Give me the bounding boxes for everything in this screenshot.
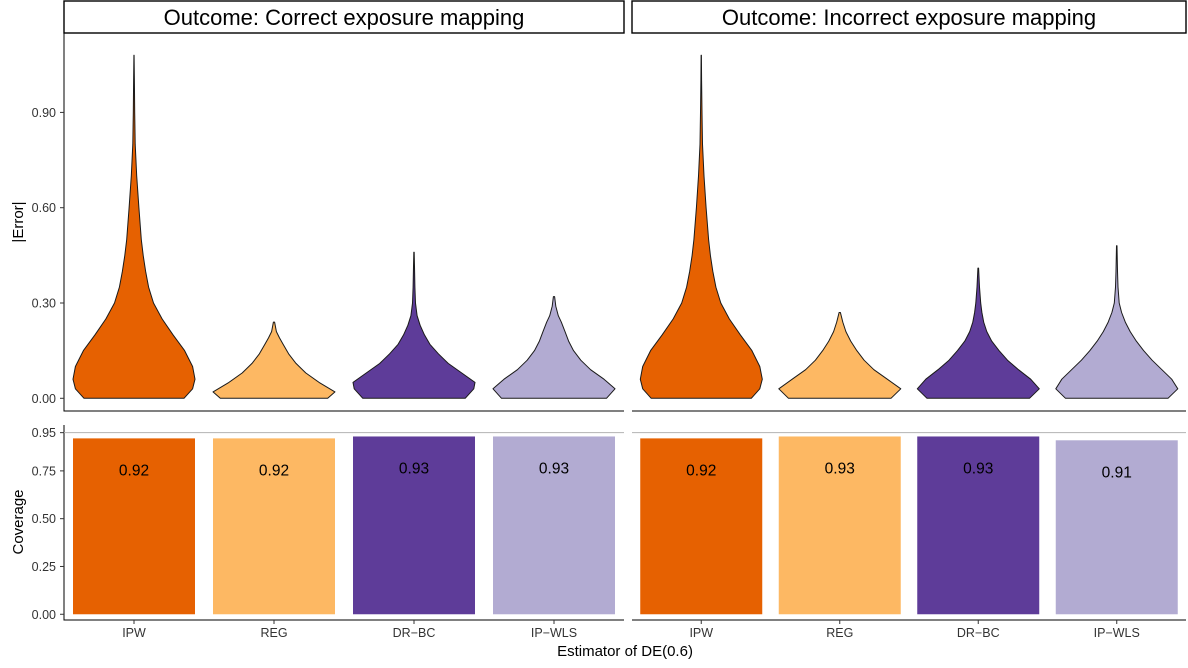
coverage-bar-ipw-panel-1 (73, 438, 195, 615)
violin-y-tick-label: 0.60 (32, 201, 56, 215)
violin-ipwls-panel-1 (492, 296, 616, 399)
violin-y-tick-label: 0.90 (32, 106, 56, 120)
facet-strip-left (63, 0, 625, 34)
x-tick-label: DR−BC (393, 626, 436, 640)
coverage-bars (73, 436, 1178, 615)
coverage-y-tick-label: 0.00 (32, 608, 56, 622)
coverage-bar-ipwls-panel-1 (493, 436, 615, 615)
x-tick-label: IPW (122, 626, 146, 640)
violin-drbc-panel-1 (352, 251, 476, 399)
coverage-bar-label: 0.93 (825, 460, 855, 477)
coverage-bar-label: 0.93 (539, 460, 569, 477)
facet-strip-right (631, 0, 1187, 34)
violin-ipw-panel-2 (639, 54, 763, 399)
coverage-bar-reg-panel-1 (213, 438, 335, 615)
x-tick-label: REG (260, 626, 287, 640)
violin-y-ticks: 0.00 0.30 0.60 0.90 (32, 106, 64, 406)
violin-y-tick-label: 0.30 (32, 297, 56, 311)
coverage-bar-label: 0.92 (686, 462, 716, 479)
x-tick-label: IP−WLS (531, 626, 577, 640)
coverage-y-tick-label: 0.75 (32, 464, 56, 478)
coverage-panel-left-axes (63, 425, 624, 621)
coverage-y-tick-label: 0.25 (32, 560, 56, 574)
panel-frames (63, 33, 1186, 621)
x-axis-title: Estimator of DE(0.6) (557, 643, 693, 660)
coverage-bar-ipwls-panel-2 (1055, 440, 1178, 615)
coverage-bar-label: 0.92 (259, 462, 289, 479)
violin-ipwls-panel-2 (1055, 245, 1179, 399)
coverage-bar-label: 0.93 (399, 460, 429, 477)
coverage-y-axis-title: Coverage (10, 489, 27, 554)
facet-title-right: Outcome: Incorrect exposure mapping (722, 5, 1096, 30)
violin-ipw-panel-1 (72, 54, 196, 399)
coverage-y-tick-label: 0.50 (32, 512, 56, 526)
violin-panel-left-axes (63, 33, 624, 412)
x-tick-label: DR−BC (957, 626, 1000, 640)
violin-y-axis-title: |Error| (10, 201, 27, 242)
facet-title-left: Outcome: Correct exposure mapping (164, 5, 525, 30)
coverage-bar-reg-panel-2 (778, 436, 901, 615)
coverage-bar-label: 0.92 (119, 462, 149, 479)
x-ticks: IPW REG DR−BC IP−WLS IPW REG DR−BC IP−WLS (122, 620, 1140, 640)
x-tick-label: IP−WLS (1094, 626, 1140, 640)
coverage-bar-label: 0.91 (1102, 464, 1132, 481)
violin-reg-panel-1 (212, 321, 336, 399)
coverage-bar-drbc-panel-2 (917, 436, 1040, 615)
coverage-y-tick-label: 0.95 (32, 426, 56, 440)
coverage-bar-label: 0.93 (963, 460, 993, 477)
coverage-bar-ipw-panel-2 (640, 438, 763, 615)
x-tick-label: REG (826, 626, 853, 640)
coverage-bar-drbc-panel-1 (353, 436, 475, 615)
coverage-y-ticks: 0.00 0.25 0.50 0.75 0.95 (32, 426, 64, 622)
violin-drbc-panel-2 (916, 267, 1040, 399)
facet-strips: Outcome: Correct exposure mapping Outcom… (63, 0, 1187, 34)
violin-y-tick-label: 0.00 (32, 392, 56, 406)
x-tick-label: IPW (689, 626, 713, 640)
violins (72, 54, 1179, 399)
coverage-bar-labels: 0.92 0.92 0.93 0.93 0.92 0.93 0.93 0.91 (119, 460, 1132, 481)
violin-reg-panel-2 (778, 312, 902, 399)
